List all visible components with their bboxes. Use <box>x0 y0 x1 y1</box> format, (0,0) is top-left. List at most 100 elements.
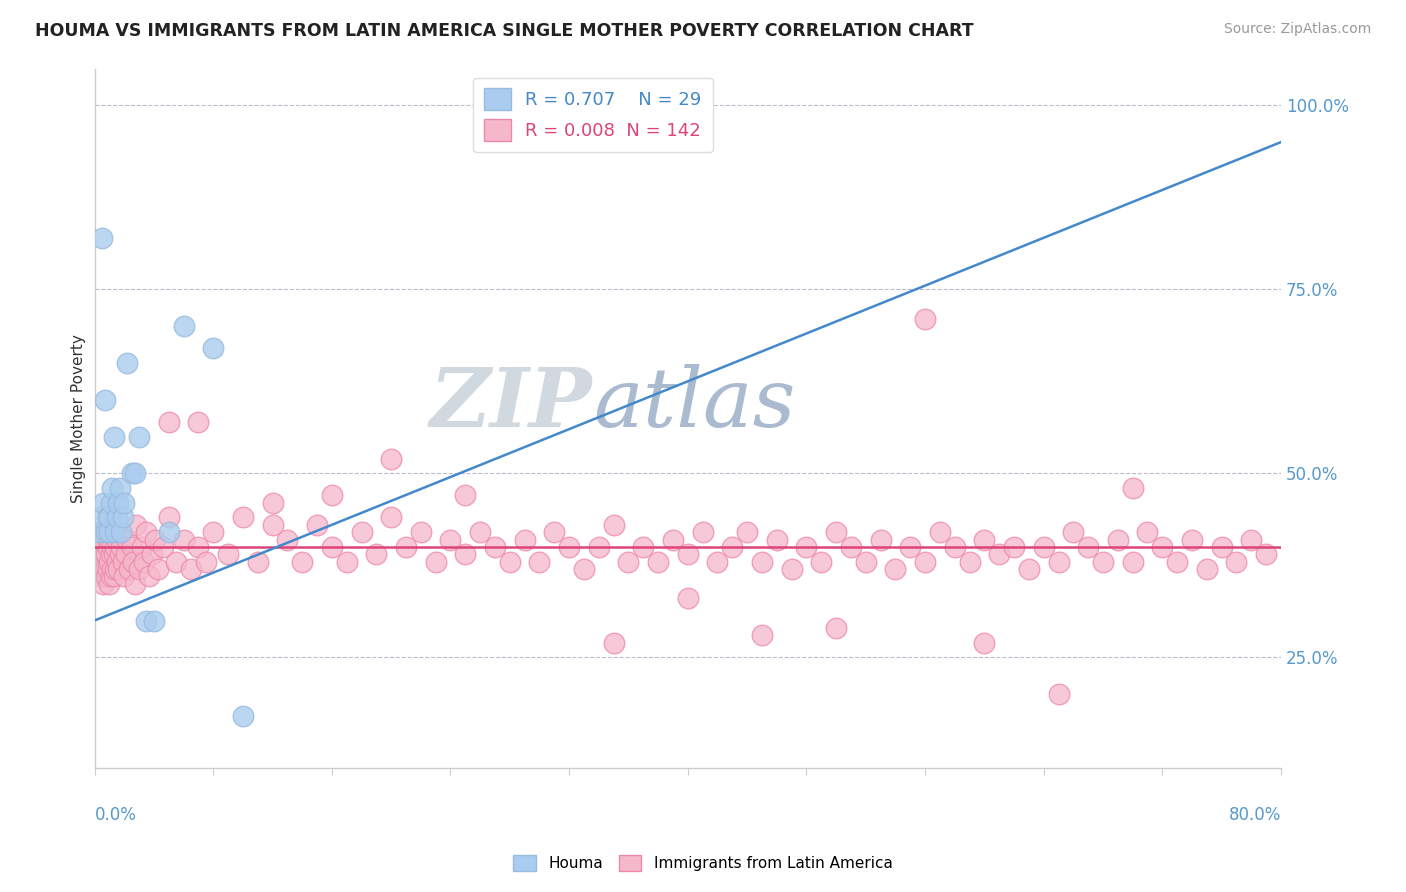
Point <box>187 540 209 554</box>
Point <box>706 555 728 569</box>
Point <box>128 562 150 576</box>
Point <box>122 555 145 569</box>
Point <box>135 614 157 628</box>
Point <box>796 540 818 554</box>
Point <box>409 525 432 540</box>
Point <box>425 555 447 569</box>
Point <box>187 415 209 429</box>
Point <box>173 319 195 334</box>
Point <box>124 467 146 481</box>
Point <box>157 510 180 524</box>
Point <box>194 555 217 569</box>
Point <box>454 488 477 502</box>
Point <box>1256 547 1278 561</box>
Point <box>454 547 477 561</box>
Point <box>94 547 117 561</box>
Point <box>101 562 124 576</box>
Point <box>98 576 121 591</box>
Point <box>1047 555 1070 569</box>
Point <box>321 488 343 502</box>
Point <box>1166 555 1188 569</box>
Point <box>499 555 522 569</box>
Point <box>380 510 402 524</box>
Point <box>131 540 153 554</box>
Point <box>558 540 581 554</box>
Point <box>98 555 121 569</box>
Point <box>108 547 131 561</box>
Point <box>291 555 314 569</box>
Point <box>100 569 122 583</box>
Point <box>602 635 624 649</box>
Point <box>111 555 134 569</box>
Point <box>91 569 114 583</box>
Point <box>884 562 907 576</box>
Point <box>89 510 111 524</box>
Point <box>825 621 848 635</box>
Point <box>721 540 744 554</box>
Point <box>202 341 225 355</box>
Point <box>124 576 146 591</box>
Point <box>572 562 595 576</box>
Point <box>165 555 187 569</box>
Point <box>232 510 254 524</box>
Point <box>173 533 195 547</box>
Point <box>94 562 117 576</box>
Point <box>121 540 143 554</box>
Point <box>439 533 461 547</box>
Point <box>107 562 129 576</box>
Point <box>138 569 160 583</box>
Point <box>103 429 125 443</box>
Point <box>111 510 134 524</box>
Point <box>380 451 402 466</box>
Point <box>633 540 655 554</box>
Point <box>202 525 225 540</box>
Point <box>157 525 180 540</box>
Point <box>89 555 111 569</box>
Point <box>125 517 148 532</box>
Point <box>692 525 714 540</box>
Point <box>152 540 174 554</box>
Point <box>128 429 150 443</box>
Point <box>988 547 1011 561</box>
Point <box>103 547 125 561</box>
Point <box>105 510 128 524</box>
Point <box>104 540 127 554</box>
Point <box>602 517 624 532</box>
Text: atlas: atlas <box>593 364 796 444</box>
Point <box>751 555 773 569</box>
Point <box>765 533 787 547</box>
Point <box>93 496 115 510</box>
Point <box>336 555 359 569</box>
Point <box>142 614 165 628</box>
Point <box>87 540 110 554</box>
Point <box>148 562 170 576</box>
Legend: Houma, Immigrants from Latin America: Houma, Immigrants from Latin America <box>508 849 898 877</box>
Point <box>676 547 699 561</box>
Point <box>1211 540 1233 554</box>
Point <box>662 533 685 547</box>
Point <box>780 562 803 576</box>
Point <box>262 496 284 510</box>
Point <box>87 525 110 540</box>
Point <box>647 555 669 569</box>
Point <box>305 517 328 532</box>
Text: ZIP: ZIP <box>430 364 593 444</box>
Point <box>973 533 995 547</box>
Point <box>1032 540 1054 554</box>
Point <box>157 415 180 429</box>
Point <box>1195 562 1218 576</box>
Point <box>484 540 506 554</box>
Point <box>1047 687 1070 701</box>
Text: Source: ZipAtlas.com: Source: ZipAtlas.com <box>1223 22 1371 37</box>
Point <box>135 525 157 540</box>
Point <box>1225 555 1247 569</box>
Legend: R = 0.707    N = 29, R = 0.008  N = 142: R = 0.707 N = 29, R = 0.008 N = 142 <box>474 78 713 153</box>
Point <box>98 525 121 540</box>
Point <box>232 709 254 723</box>
Point <box>98 533 121 547</box>
Point <box>97 562 120 576</box>
Point <box>105 533 128 547</box>
Point <box>121 467 143 481</box>
Point <box>1152 540 1174 554</box>
Point <box>101 540 124 554</box>
